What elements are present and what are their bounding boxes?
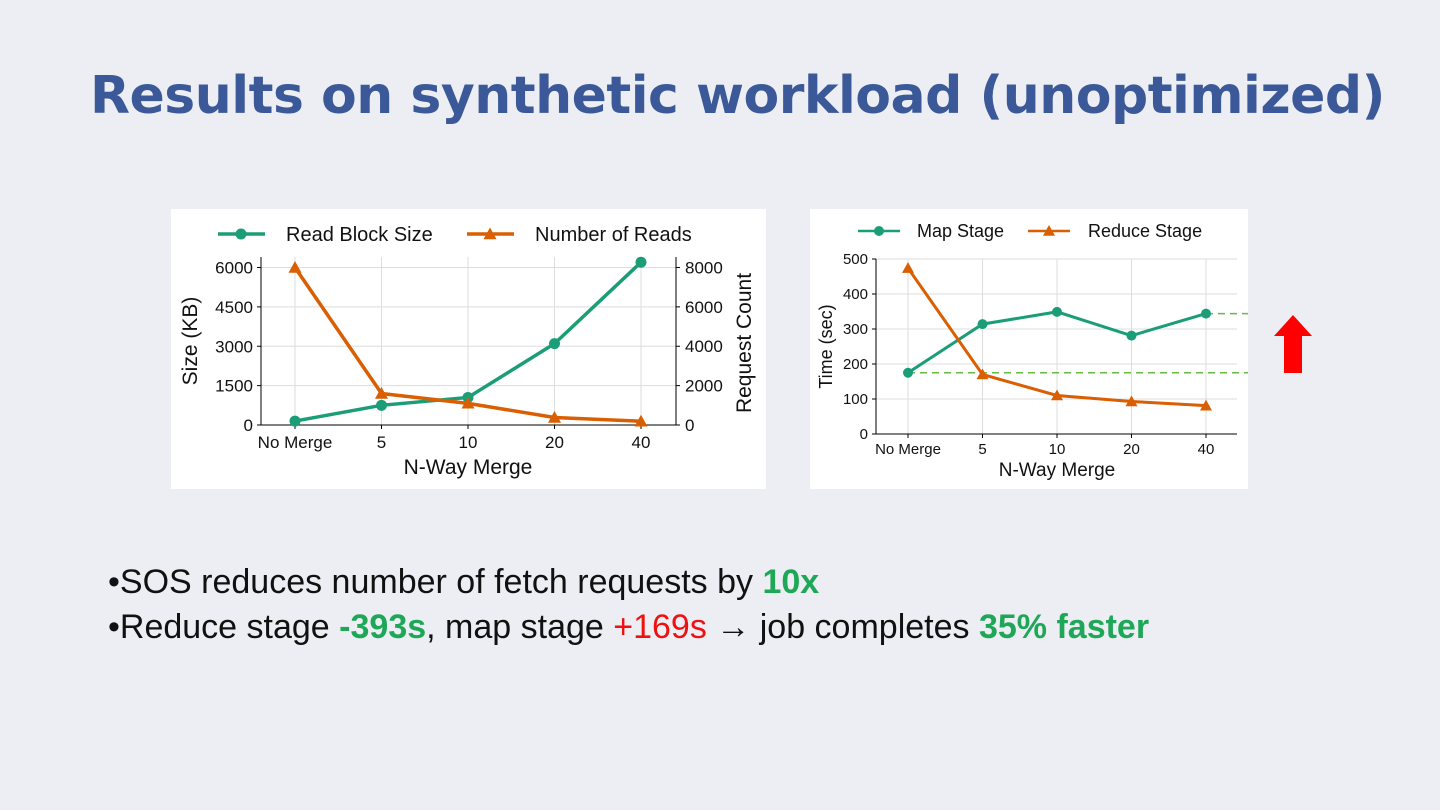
x-tick-label: No Merge — [258, 433, 333, 452]
y-tick-label: 200 — [843, 356, 868, 373]
data-point — [1052, 306, 1062, 317]
y-tick-label: 3000 — [215, 337, 253, 356]
y-tick-label: 1500 — [215, 377, 253, 396]
y-axis-label: Time (sec) — [816, 304, 836, 388]
data-point — [1126, 330, 1137, 341]
data-point — [288, 260, 302, 273]
bullet-text: → job completes — [706, 608, 979, 646]
data-point — [1201, 308, 1211, 319]
x-tick-label: 10 — [459, 433, 478, 452]
y-tick-label: 0 — [244, 416, 253, 435]
y-axis-label: Size (KB) — [179, 297, 202, 386]
x-tick-label: 5 — [978, 441, 986, 458]
data-point — [635, 256, 647, 268]
x-tick-label: 10 — [1049, 441, 1066, 458]
bullet-fetch-requests: •SOS reduces number of fetch requests by… — [108, 560, 1149, 605]
legend-marker — [483, 227, 497, 240]
data-point — [634, 414, 648, 427]
legend-label: Read Block Size — [286, 224, 433, 246]
map-delta: +169s — [613, 608, 707, 646]
x-tick-label: 20 — [545, 433, 564, 452]
data-point — [289, 415, 301, 427]
bullet-stage-times: •Reduce stage -393s, map stage +169s → j… — [108, 605, 1149, 650]
x-axis-label: N-Way Merge — [999, 460, 1115, 481]
data-point — [461, 396, 475, 409]
y-right-axis-label: Request Count — [733, 273, 756, 413]
x-axis-label: N-Way Merge — [404, 456, 533, 479]
data-point — [549, 338, 560, 350]
data-point — [1125, 395, 1138, 407]
bullet-text: •Reduce stage — [108, 608, 340, 646]
y-tick-label: 6000 — [215, 259, 253, 278]
y-tick-label: 100 — [843, 391, 868, 408]
reduce-delta: -393s — [339, 608, 427, 646]
data-point — [1200, 399, 1212, 411]
y-tick-label: 400 — [843, 286, 868, 303]
y-tick-label: 500 — [843, 251, 868, 268]
y-right-tick-label: 8000 — [685, 258, 723, 277]
data-point — [977, 319, 988, 330]
legend-label: Number of Reads — [535, 224, 692, 246]
red-up-arrow-icon — [1274, 315, 1312, 373]
data-point — [375, 386, 388, 399]
y-right-tick-label: 4000 — [685, 337, 723, 356]
x-tick-label: 40 — [632, 433, 651, 452]
data-point — [548, 411, 561, 423]
data-point — [376, 399, 387, 411]
x-tick-label: 40 — [1198, 441, 1215, 458]
highlight-value: 10x — [762, 563, 820, 601]
stage-time-chart: 0 100 200 300 400 500 No Merge 5 10 20 40 N-Way Mer… — [810, 209, 1248, 489]
y-right-tick-label: 0 — [685, 416, 694, 435]
x-tick-label: 20 — [1123, 441, 1140, 458]
block-size-reads-chart: 0 1500 3000 4500 6000 0 2000 4000 6000 8000 No Mer… — [171, 209, 766, 489]
y-tick-label: 300 — [843, 321, 868, 338]
data-point — [1051, 389, 1063, 401]
bullet-list: •SOS reduces number of fetch requests by… — [108, 560, 1149, 650]
bullet-text: •SOS reduces number of fetch requests by — [108, 563, 763, 601]
stage-time-chart-svg: 0 100 200 300 400 500 No Merge 5 10 20 40 N-Way Mer… — [816, 221, 1248, 481]
y-right-tick-label: 6000 — [685, 298, 723, 317]
block-size-reads-chart-svg: 0 1500 3000 4500 6000 0 2000 4000 6000 8000 No Mer… — [179, 224, 756, 479]
slide-title: Results on synthetic workload (unoptimiz… — [90, 66, 1385, 126]
x-tick-label: No Merge — [875, 441, 941, 458]
y-right-tick-label: 2000 — [685, 377, 723, 396]
data-point — [976, 368, 989, 380]
legend-marker — [235, 228, 247, 240]
y-tick-label: 0 — [860, 426, 868, 443]
speedup-value: 35% faster — [978, 608, 1150, 646]
data-point — [902, 262, 914, 273]
legend-marker — [874, 226, 884, 236]
legend-label: Map Stage — [917, 221, 1004, 241]
legend-label: Reduce Stage — [1088, 221, 1202, 241]
y-tick-label: 4500 — [215, 298, 253, 317]
x-tick-label: 5 — [377, 433, 386, 452]
arrow-shape — [1274, 315, 1312, 373]
data-point — [903, 367, 913, 378]
legend-marker — [1043, 225, 1055, 236]
bullet-text: , map stage — [426, 608, 614, 646]
